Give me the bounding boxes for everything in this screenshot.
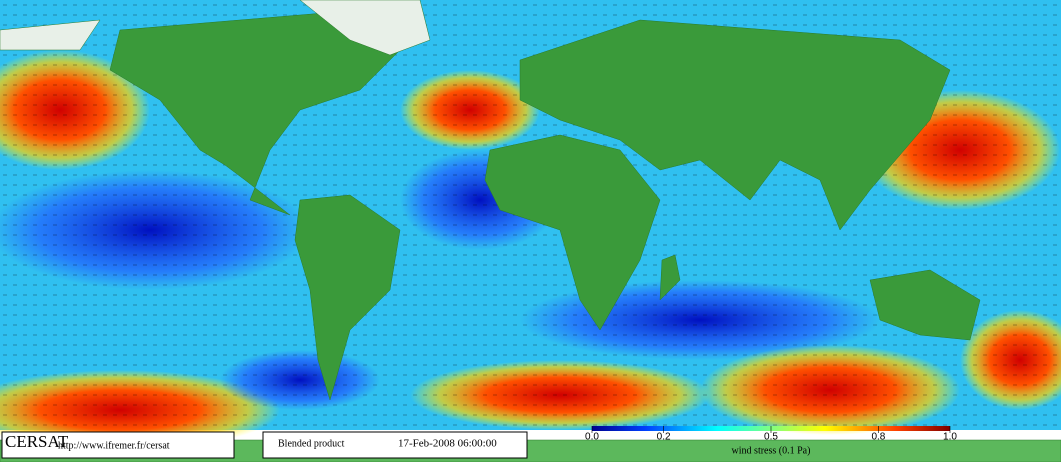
colorbar-tick-label: 0.8 <box>871 432 885 443</box>
colorbar-label: wind stress (0.1 Pa) <box>732 445 811 456</box>
date: 17-Feb-2008 06:00:00 <box>398 438 497 450</box>
credit-box: CERSAT http://www.ifremer.fr/cersat <box>1 431 235 459</box>
colorbar-tick-label: 0.5 <box>764 432 778 443</box>
product-frame <box>262 431 528 459</box>
colorbar: wind stress (0.1 Pa) 0.0 0.2 0.5 0.8 1.0 <box>585 426 957 456</box>
product-box: Blended product 17-Feb-2008 06:00:00 <box>262 431 528 459</box>
brand: CERSAT <box>5 432 69 451</box>
colorbar-tick-label: 1.0 <box>943 432 957 443</box>
source-url: http://www.ifremer.fr/cersat <box>58 440 170 451</box>
credit-frame <box>1 431 235 459</box>
product: Blended product <box>278 438 345 449</box>
colorbar-tick-label: 0.0 <box>585 432 599 443</box>
colorbar-tick-label: 0.2 <box>657 432 671 443</box>
